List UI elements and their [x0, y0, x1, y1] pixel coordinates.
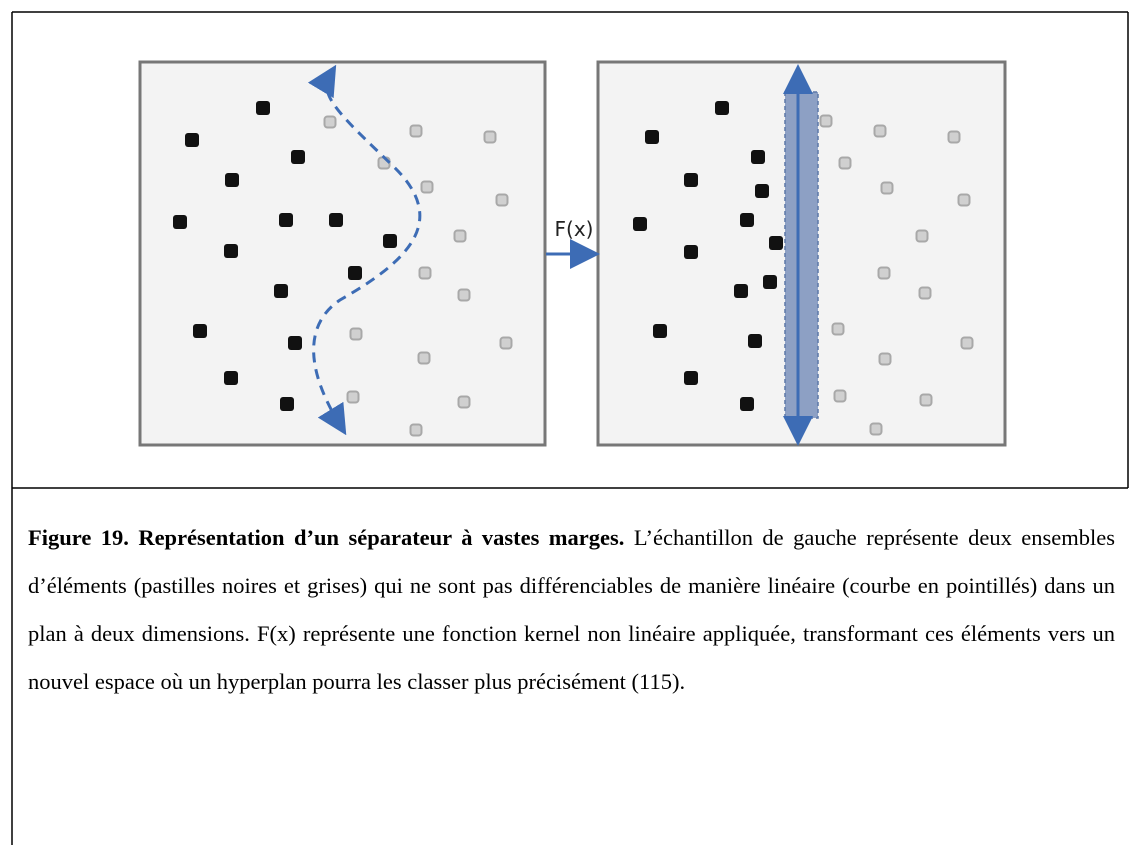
- black-dot: [734, 284, 748, 298]
- gray-dot: [499, 336, 513, 350]
- black-dot: [645, 130, 659, 144]
- black-dot: [383, 234, 397, 248]
- gray-dot: [409, 124, 423, 138]
- caption: Figure 19. Représentation d’un séparateu…: [28, 514, 1115, 706]
- left-panel: [138, 60, 547, 447]
- black-dot: [274, 284, 288, 298]
- gray-dot: [880, 181, 894, 195]
- gray-dot: [960, 336, 974, 350]
- gray-dot: [838, 156, 852, 170]
- black-dot: [279, 213, 293, 227]
- gray-dot: [420, 180, 434, 194]
- gray-dot: [409, 423, 423, 437]
- black-dot: [769, 236, 783, 250]
- black-dot: [280, 397, 294, 411]
- gray-dot: [919, 393, 933, 407]
- gray-dot: [915, 229, 929, 243]
- black-dot: [288, 336, 302, 350]
- gray-dot: [873, 124, 887, 138]
- gray-dot: [831, 322, 845, 336]
- black-dot: [684, 245, 698, 259]
- gray-dot: [457, 288, 471, 302]
- black-dot: [193, 324, 207, 338]
- gray-dot: [957, 193, 971, 207]
- black-dot: [653, 324, 667, 338]
- black-dot: [348, 266, 362, 280]
- dots: [173, 101, 974, 437]
- black-dot: [740, 213, 754, 227]
- black-dot: [633, 217, 647, 231]
- black-dot: [751, 150, 765, 164]
- gray-dot: [418, 266, 432, 280]
- black-dot: [185, 133, 199, 147]
- gray-dot: [453, 229, 467, 243]
- frame: [11, 11, 1129, 845]
- black-dot: [329, 213, 343, 227]
- black-dot: [224, 244, 238, 258]
- gray-dot: [869, 422, 883, 436]
- gray-dot: [417, 351, 431, 365]
- black-dot: [763, 275, 777, 289]
- gray-dot: [833, 389, 847, 403]
- black-dot: [291, 150, 305, 164]
- gray-dot: [349, 327, 363, 341]
- black-dot: [748, 334, 762, 348]
- black-dot: [755, 184, 769, 198]
- gray-dot: [878, 352, 892, 366]
- black-dot: [256, 101, 270, 115]
- black-dot: [715, 101, 729, 115]
- black-dot: [684, 173, 698, 187]
- caption-title: Figure 19. Représentation d’un séparateu…: [28, 525, 625, 550]
- gray-dot: [918, 286, 932, 300]
- transform-label: F(x): [555, 217, 594, 241]
- gray-dot: [483, 130, 497, 144]
- gray-dot: [346, 390, 360, 404]
- gray-dot: [323, 115, 337, 129]
- gray-dot: [819, 114, 833, 128]
- gray-dot: [947, 130, 961, 144]
- gray-dot: [457, 395, 471, 409]
- black-dot: [684, 371, 698, 385]
- black-dot: [740, 397, 754, 411]
- gray-dot: [495, 193, 509, 207]
- black-dot: [225, 173, 239, 187]
- dashed-curve: [307, 64, 422, 436]
- caption-text: L’échantillon de gauche représente deux …: [28, 525, 1115, 694]
- gray-dot: [877, 266, 891, 280]
- black-dot: [173, 215, 187, 229]
- margin-band: [784, 91, 819, 419]
- black-dot: [224, 371, 238, 385]
